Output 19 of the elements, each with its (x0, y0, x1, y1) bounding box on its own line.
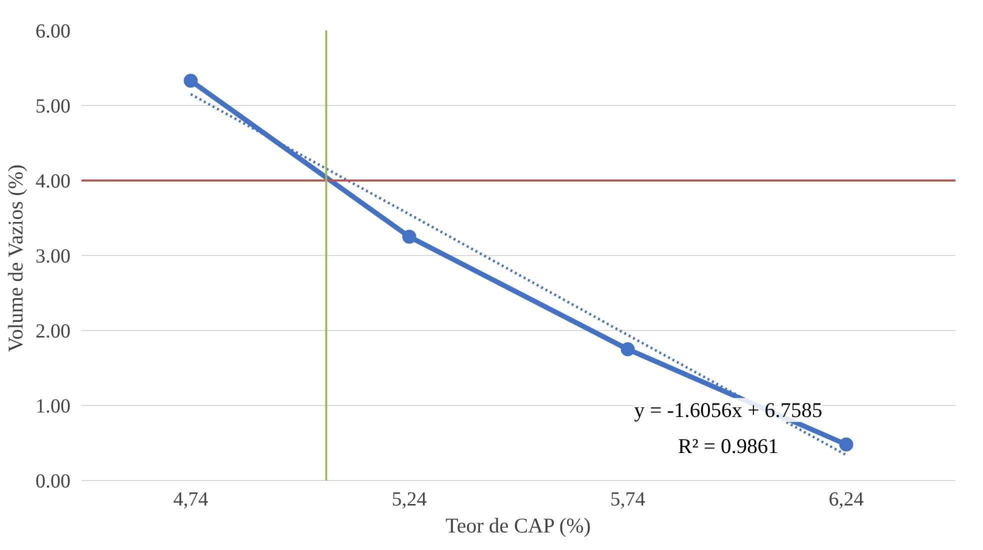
y-tick-label: 3.00 (36, 246, 70, 268)
y-tick-label: 4.00 (36, 170, 70, 192)
point (184, 74, 198, 88)
y-tick-label: 2.00 (36, 320, 70, 342)
y-tick-label: 1.00 (36, 396, 70, 418)
x-axis-title: Teor de CAP (%) (445, 514, 591, 538)
x-tick-label: 5,74 (610, 488, 646, 510)
y-tick-label: 5.00 (36, 96, 70, 118)
y-axis-title: Volume de Vazios (%) (4, 164, 28, 352)
annotation: y = -1.6056x + 6.7585 (634, 398, 822, 422)
y-tick-label: 6.00 (36, 20, 70, 42)
point (402, 230, 416, 244)
y-tick-label: 0.00 (36, 470, 70, 492)
x-tick-label: 5,24 (392, 488, 427, 510)
point (839, 438, 854, 452)
x-tick-label: 4,74 (173, 488, 208, 510)
x-tick-label: 6,24 (828, 488, 864, 510)
point (620, 342, 635, 356)
annotation: R² = 0.9861 (678, 434, 778, 458)
